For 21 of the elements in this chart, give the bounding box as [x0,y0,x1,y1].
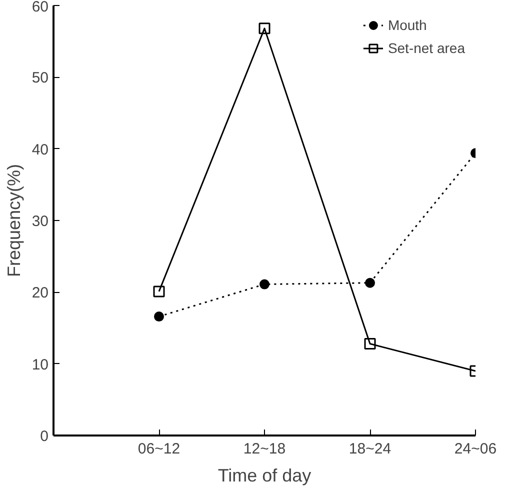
point [365,278,375,288]
point [153,286,165,298]
x-tick-label: 24~06 [454,440,497,458]
y-tick-label: 50 [32,70,49,87]
x-axis-title: Time of day [218,466,312,486]
point [260,279,270,290]
point [258,22,270,34]
y-tick-label: 60 [32,0,49,16]
point [154,312,164,322]
y-tick-label: 0 [40,428,48,445]
y-tick-label: 30 [32,213,49,230]
x-tick-label: 06~12 [138,440,180,458]
legend-label: Set-net area [388,40,465,56]
legend-label: Mouth [388,17,427,33]
point [364,338,376,350]
y-tick-label: 20 [32,284,49,302]
y-axis-title: Frequency(%) [4,164,24,278]
y-tick-label: 10 [32,356,49,374]
x-tick-label: 12~18 [243,440,286,458]
x-tick-label: 18~24 [348,440,392,458]
y-tick-label: 40 [32,141,49,158]
